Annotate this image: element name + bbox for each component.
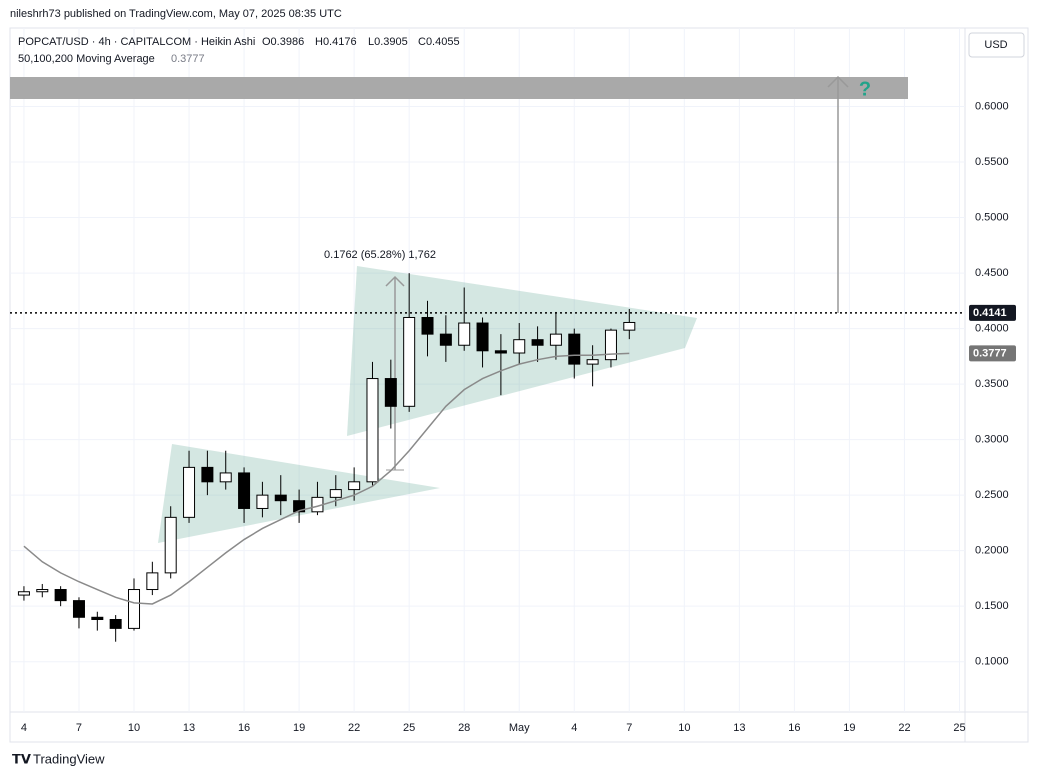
indicator-value: 0.3777: [171, 53, 205, 65]
y-tick-label: 0.4500: [975, 267, 1009, 279]
ma-price-label: 0.3777: [973, 347, 1007, 359]
candle-body: [274, 494, 287, 502]
candle-body: [623, 321, 636, 331]
candle-body: [164, 516, 177, 574]
candle-body: [439, 333, 452, 346]
x-tick-label: May: [509, 722, 530, 734]
x-tick-label: 19: [293, 722, 305, 734]
candle-body: [494, 350, 507, 354]
candle-body: [329, 489, 342, 498]
target-zone: [10, 77, 908, 99]
x-tick-label: 22: [898, 722, 910, 734]
candle-body: [513, 339, 526, 354]
candle-body: [201, 466, 214, 483]
candle-body: [219, 472, 232, 483]
arrow-head: [827, 75, 849, 88]
x-tick-label: 16: [788, 722, 800, 734]
candle-body: [476, 322, 489, 352]
y-tick-label: 0.5000: [975, 211, 1009, 223]
target-label: ?: [859, 78, 871, 100]
x-tick-label: 13: [733, 722, 745, 734]
ma-price-box: [969, 345, 1016, 362]
arrow-head: [385, 275, 405, 287]
candle-body: [604, 329, 617, 361]
candle-body: [403, 316, 416, 407]
candle-body: [568, 333, 581, 365]
ohlc-open: O0.3986: [262, 36, 304, 48]
ohlc-low: L0.3905: [368, 36, 408, 48]
y-tick-label: 0.2000: [975, 545, 1009, 557]
candle-body: [549, 333, 562, 346]
candle-body: [293, 500, 306, 513]
ohlc-high: H0.4176: [315, 36, 357, 48]
candle-body: [72, 600, 85, 618]
attribution: nileshrh73 published on TradingView.com,…: [10, 8, 342, 20]
current-price-box: [969, 304, 1016, 321]
x-tick-label: 4: [571, 722, 577, 734]
logo: 𝗧𝗩: [12, 751, 31, 766]
candle-body: [91, 616, 104, 621]
x-tick-label: 13: [183, 722, 195, 734]
candle-body: [128, 589, 141, 629]
candle-body: [458, 322, 471, 346]
y-tick-label: 0.6000: [975, 100, 1009, 112]
y-tick-label: 0.5500: [975, 156, 1009, 168]
candle-body: [256, 494, 269, 509]
x-tick-label: 25: [953, 722, 965, 734]
chart-title: POPCAT/USD · 4h · CAPITALCOM · Heikin As…: [18, 36, 255, 48]
candle-body: [17, 591, 30, 596]
x-tick-label: 10: [128, 722, 140, 734]
y-tick-label: 0.2500: [975, 489, 1009, 501]
candle-body: [348, 481, 361, 491]
candle-body: [146, 572, 159, 591]
x-tick-label: 16: [238, 722, 250, 734]
candle-body: [109, 619, 122, 629]
x-tick-label: 25: [403, 722, 415, 734]
candle-body: [586, 359, 599, 365]
candle-body: [531, 339, 544, 346]
candle-body: [238, 472, 251, 509]
candle-body: [384, 378, 397, 407]
candle-body: [183, 466, 196, 518]
x-tick-label: 4: [21, 722, 27, 734]
moving-average: [23, 352, 630, 605]
x-tick-label: 19: [843, 722, 855, 734]
candle-body: [421, 316, 434, 335]
candle-body: [54, 589, 67, 602]
y-tick-label: 0.1500: [975, 600, 1009, 612]
ohlc-close: C0.4055: [418, 36, 460, 48]
candle-body: [366, 378, 379, 483]
candle-body: [36, 589, 49, 593]
x-tick-label: 7: [626, 722, 632, 734]
current-price-label: 0.4141: [973, 307, 1007, 319]
y-tick-label: 0.3000: [975, 434, 1009, 446]
measure-label: 0.1762 (65.28%) 1,762: [324, 249, 436, 261]
y-tick-label: 0.1000: [975, 656, 1009, 668]
y-tick-label: 0.4000: [975, 322, 1009, 334]
y-tick-label: 0.3500: [975, 378, 1009, 390]
footer: TradingView: [33, 751, 105, 766]
x-tick-label: 7: [76, 722, 82, 734]
x-tick-label: 22: [348, 722, 360, 734]
currency[interactable]: USD: [984, 39, 1007, 51]
x-tick-label: 28: [458, 722, 470, 734]
x-tick-label: 10: [678, 722, 690, 734]
currency-button[interactable]: [968, 32, 1025, 58]
indicator-label: 50,100,200 Moving Average: [18, 53, 155, 65]
